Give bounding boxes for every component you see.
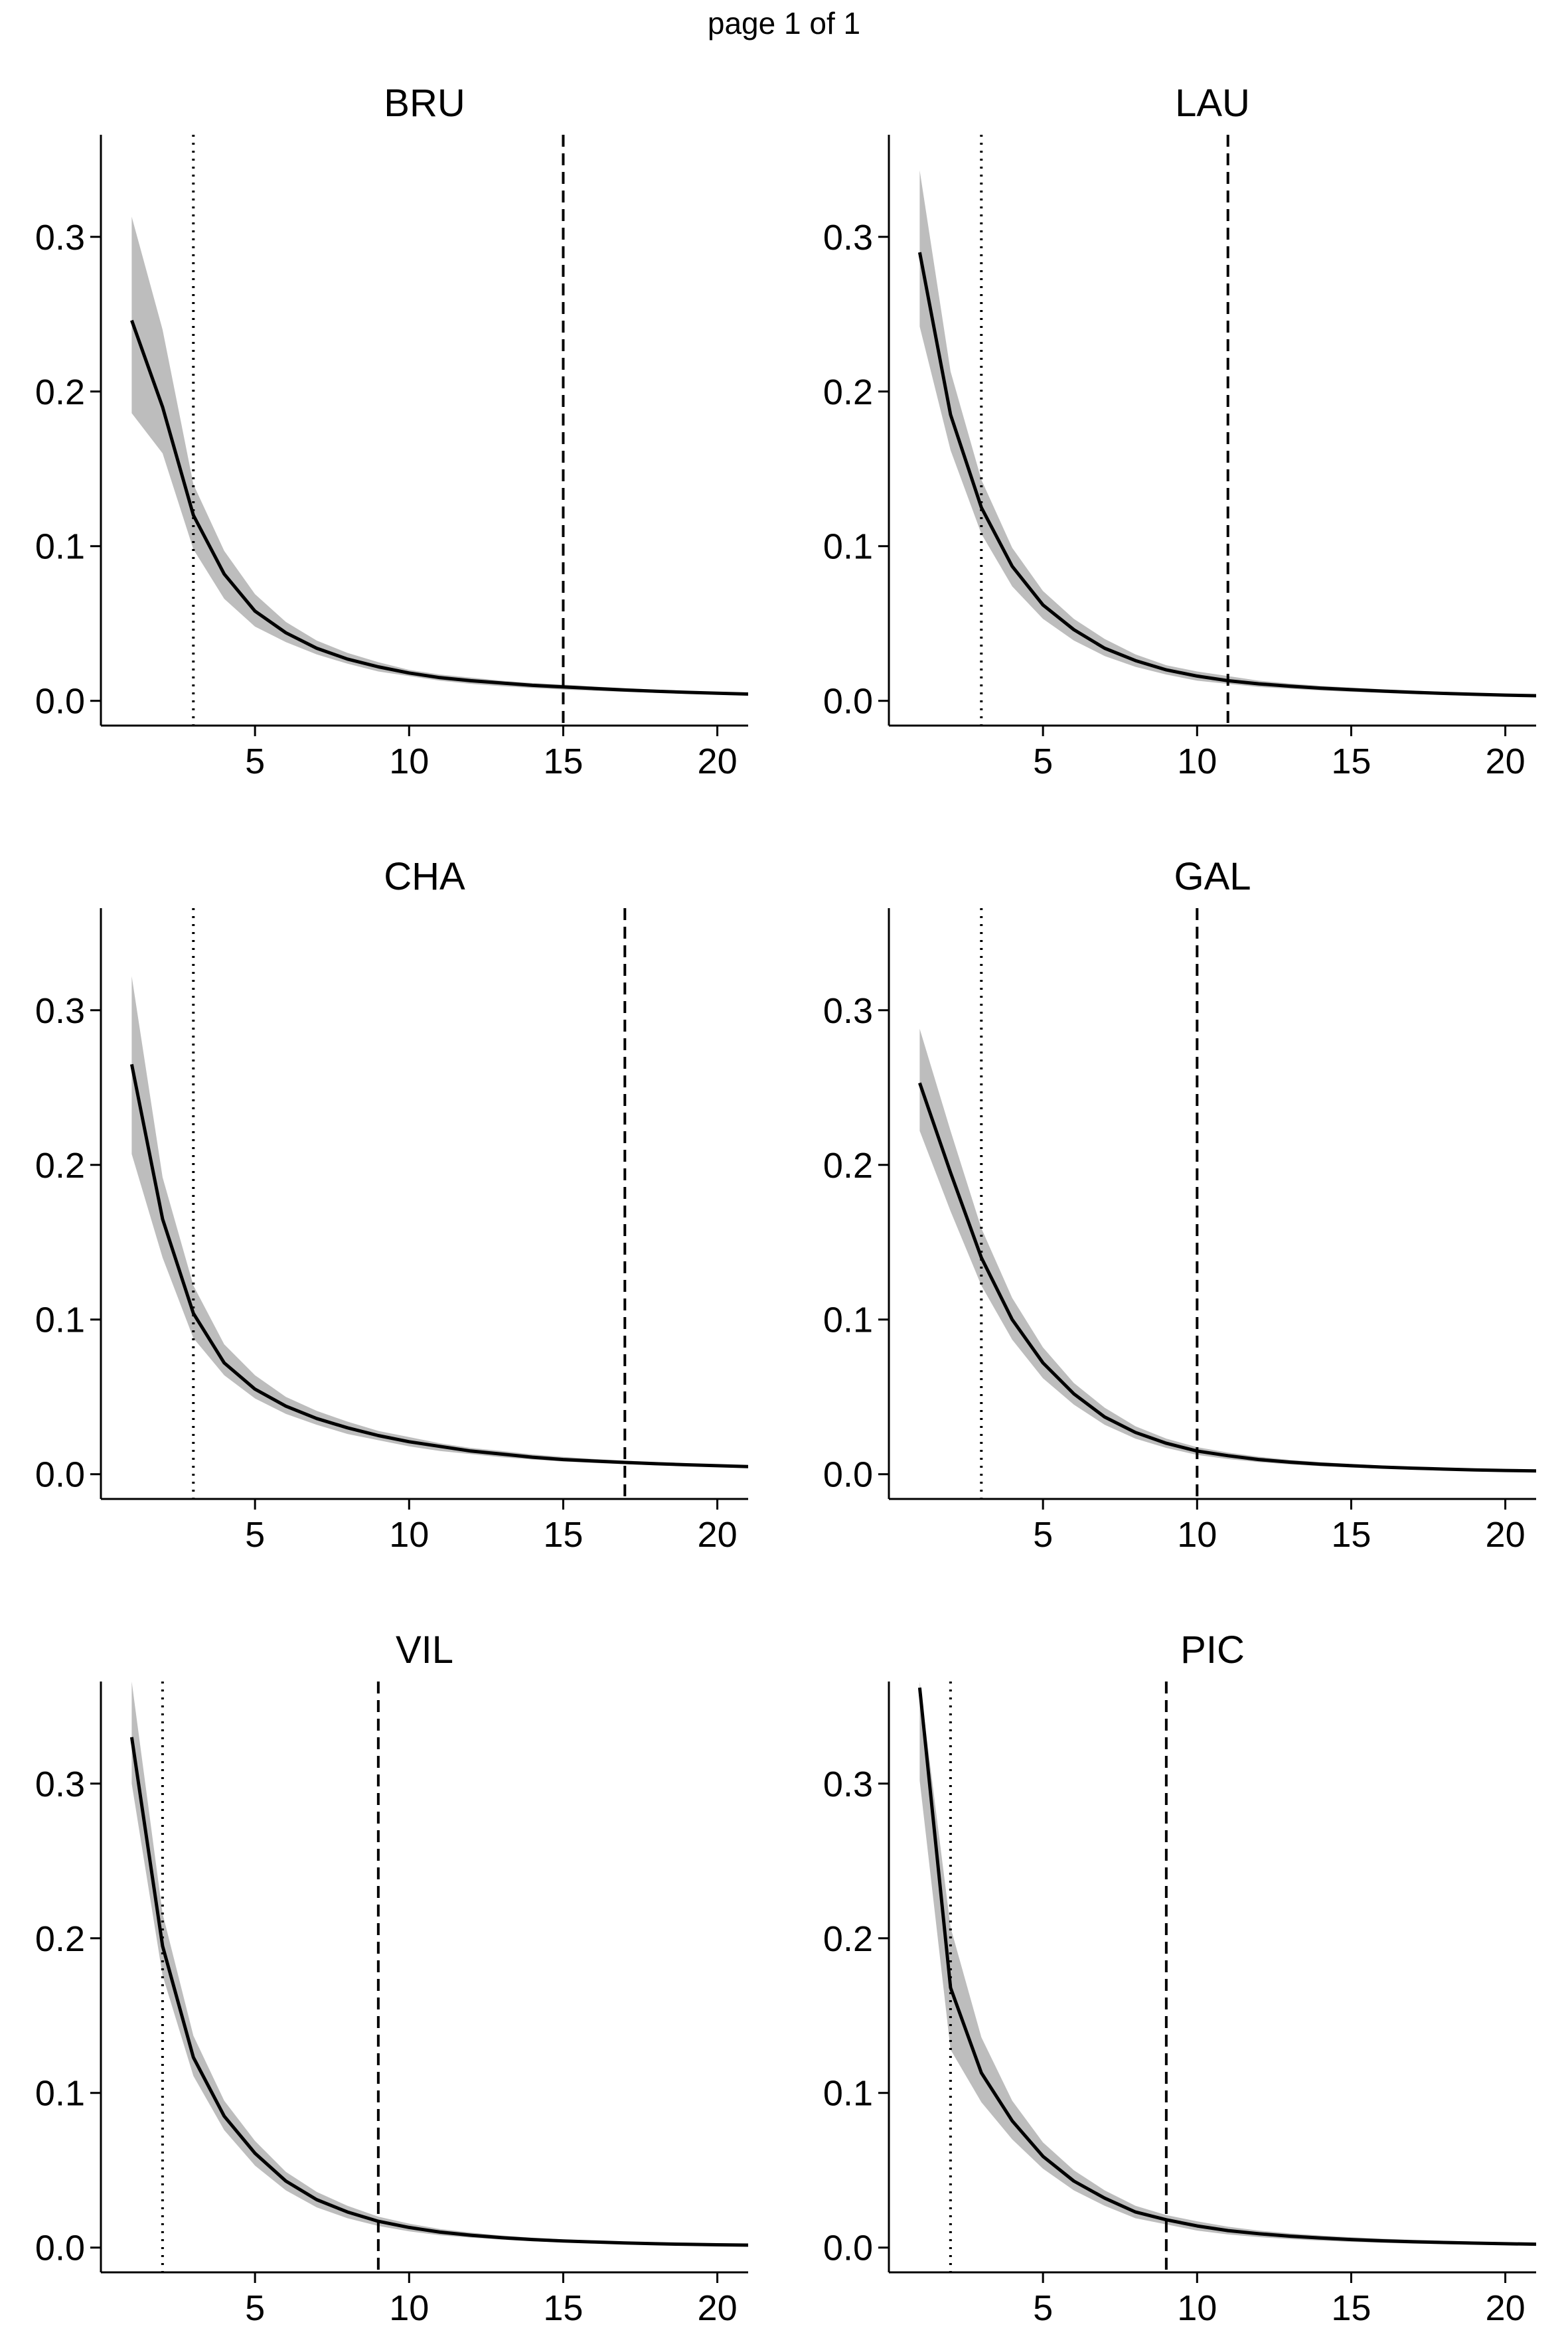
x-tick-label: 10 [1177, 742, 1217, 781]
x-tick-label: 5 [1033, 1515, 1053, 1555]
x-tick-label: 10 [389, 742, 429, 781]
x-tick-label: 15 [1331, 2288, 1371, 2328]
x-tick-label: 10 [389, 2288, 429, 2328]
panel-title: LAU [1175, 82, 1250, 125]
confidence-band [919, 1028, 1536, 1472]
x-tick-label: 5 [245, 742, 265, 781]
panel-bru: BRU 0.0 0.1 0.2 0.3 5 10 15 20 [35, 82, 748, 781]
series-line [917, 1687, 1536, 2246]
x-tick-label: 20 [698, 2288, 738, 2328]
x-tick-label: 5 [245, 1515, 265, 1555]
panel-title: CHA [384, 855, 465, 898]
x-tick-label: 5 [245, 2288, 265, 2328]
y-tick-label: 0.2 [35, 372, 85, 412]
series-line [129, 1063, 748, 1468]
x-tick-label: 10 [1177, 1515, 1217, 1555]
series-line [917, 252, 1536, 698]
y-tick-label: 0.2 [35, 1146, 85, 1186]
page-label: page 1 of 1 [707, 6, 861, 40]
x-tick-label: 20 [1486, 2288, 1526, 2328]
panel-pic: PIC 0.0 0.1 0.2 0.3 5 10 15 20 [823, 1628, 1536, 2328]
x-tick-label: 10 [1177, 2288, 1217, 2328]
series-line [918, 1082, 1536, 1473]
x-tick-label: 10 [389, 1515, 429, 1555]
y-tick-label: 0.3 [823, 991, 873, 1031]
x-tick-label: 5 [1033, 742, 1053, 781]
y-tick-label: 0.2 [823, 1919, 873, 1959]
y-tick-label: 0.3 [35, 1764, 85, 1804]
y-tick-label: 0.0 [35, 1455, 85, 1495]
confidence-band [131, 216, 748, 696]
x-tick-label: 5 [1033, 2288, 1053, 2328]
y-tick-label: 0.0 [35, 2229, 85, 2268]
y-tick-label: 0.0 [35, 682, 85, 722]
y-tick-label: 0.0 [823, 682, 873, 722]
y-tick-label: 0.2 [823, 1146, 873, 1186]
panel-title: BRU [384, 82, 465, 125]
panel-title: GAL [1174, 855, 1251, 898]
y-tick-label: 0.1 [35, 2074, 85, 2114]
x-tick-label: 15 [543, 1515, 583, 1555]
x-tick-label: 20 [698, 1515, 738, 1555]
series-line [130, 319, 748, 696]
y-tick-label: 0.1 [35, 527, 85, 567]
y-tick-label: 0.2 [823, 372, 873, 412]
y-tick-label: 0.1 [35, 1300, 85, 1340]
y-tick-label: 0.3 [823, 1764, 873, 1804]
y-tick-label: 0.1 [823, 527, 873, 567]
panel-cha: CHA 0.0 0.1 0.2 0.3 5 10 15 20 [35, 855, 748, 1555]
series-line [129, 1737, 748, 2247]
x-tick-label: 15 [1331, 1515, 1371, 1555]
y-tick-label: 0.1 [823, 2074, 873, 2114]
y-tick-label: 0.3 [35, 991, 85, 1031]
y-tick-label: 0.1 [823, 1300, 873, 1340]
x-tick-label: 20 [1486, 1515, 1526, 1555]
panel-title: PIC [1180, 1628, 1245, 1672]
y-tick-label: 0.3 [35, 218, 85, 258]
y-tick-label: 0.3 [823, 218, 873, 258]
panel-vil: VIL 0.0 0.1 0.2 0.3 5 10 15 20 [35, 1628, 748, 2328]
panel-title: VIL [396, 1628, 453, 1672]
confidence-band [919, 1682, 1536, 2246]
x-tick-label: 15 [543, 742, 583, 781]
y-tick-label: 0.0 [823, 1455, 873, 1495]
y-tick-label: 0.0 [823, 2229, 873, 2268]
confidence-band [131, 1682, 748, 2246]
x-tick-label: 20 [698, 742, 738, 781]
x-tick-label: 15 [543, 2288, 583, 2328]
x-tick-label: 20 [1486, 742, 1526, 781]
panel-gal: GAL 0.0 0.1 0.2 0.3 5 10 15 20 [823, 855, 1536, 1555]
confidence-band [131, 976, 748, 1468]
panel-lau: LAU 0.0 0.1 0.2 0.3 5 10 15 20 [823, 82, 1536, 781]
x-tick-label: 15 [1331, 742, 1371, 781]
y-tick-label: 0.2 [35, 1919, 85, 1959]
